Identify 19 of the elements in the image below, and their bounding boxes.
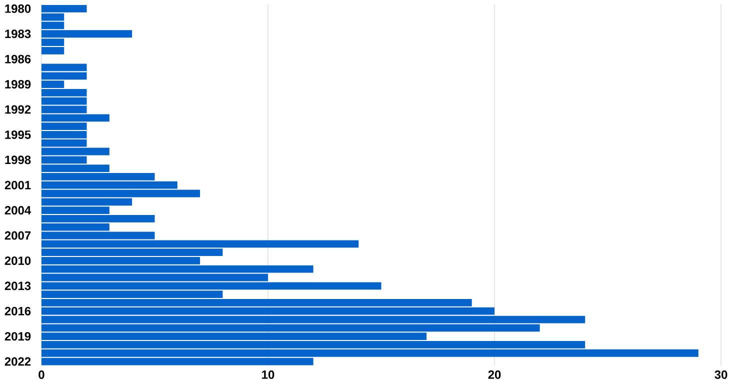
y-tick-label: 1986 — [5, 54, 31, 64]
y-tick-label: 2022 — [4, 357, 31, 366]
y-tick-label: 2001 — [4, 181, 31, 190]
x-tick-label: 0 — [38, 370, 44, 380]
y-tick-label: 1989 — [5, 80, 31, 89]
x-tick-label: 30 — [714, 370, 728, 380]
y-tick-label: 2007 — [4, 231, 31, 240]
x-tick-label: 20 — [488, 370, 501, 380]
y-tick-label: 2019 — [4, 332, 31, 341]
y-tick-label: 2010 — [4, 256, 31, 266]
y-tick-label: 2004 — [4, 206, 32, 215]
y-tick-label: 2016 — [4, 307, 31, 316]
y-tick-label: 1998 — [5, 156, 31, 164]
y-tick-label: 2013 — [4, 282, 31, 290]
y-tick-label: 1995 — [5, 130, 31, 140]
x-tick-label: 10 — [262, 370, 274, 380]
y-tick-label: 1992 — [5, 105, 31, 114]
y-tick-label: 1980 — [5, 4, 31, 14]
y-tick-label: 1983 — [5, 30, 31, 38]
